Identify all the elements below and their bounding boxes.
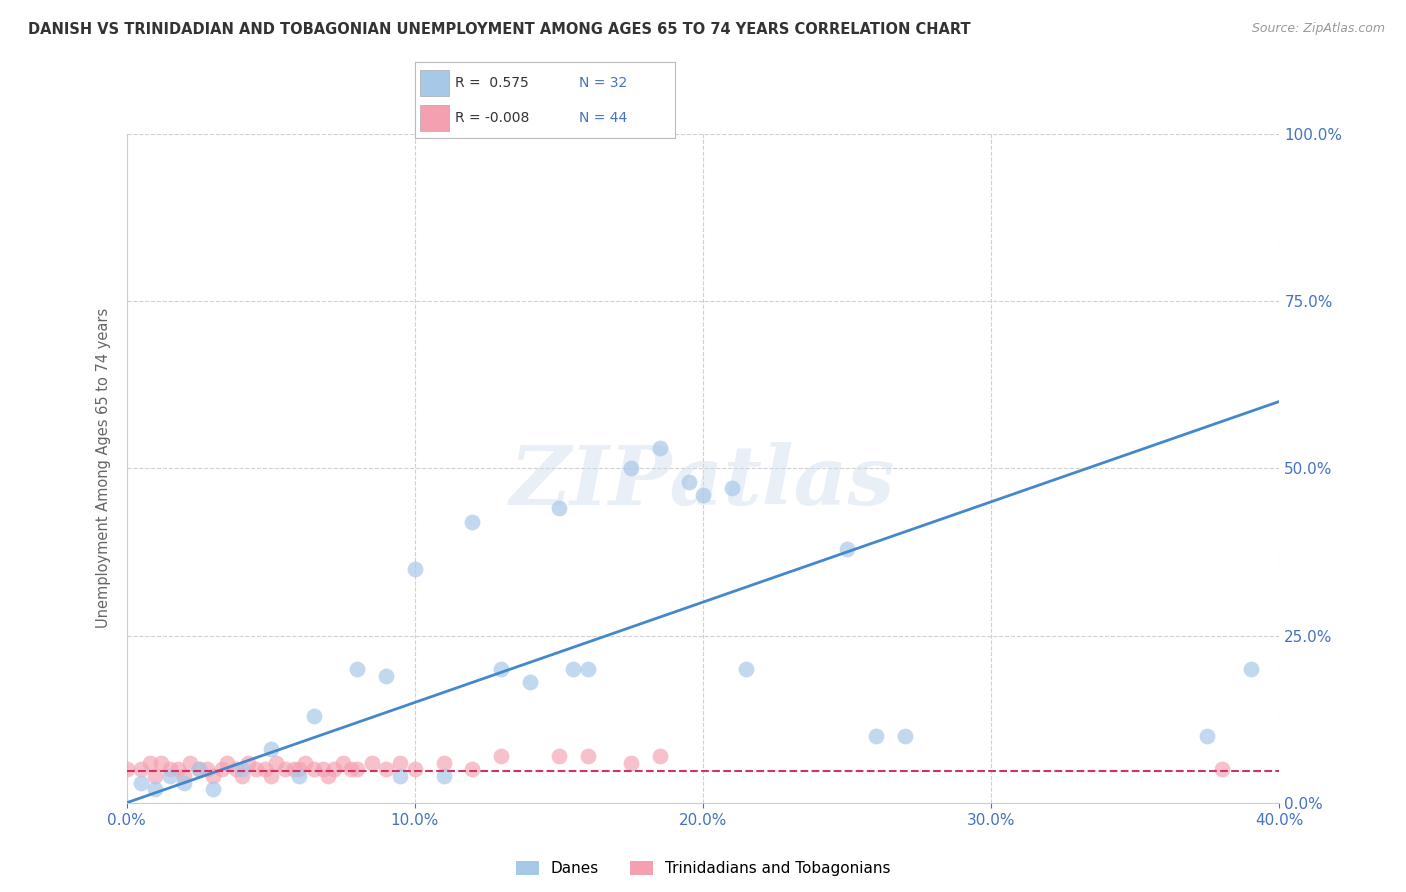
Point [720, 482, 742, 496]
Point [173, 775, 195, 790]
Point [323, 762, 346, 776]
Point [195, 762, 218, 776]
Point [404, 762, 426, 776]
Point [202, 782, 225, 797]
Point [1197, 729, 1219, 743]
Point [231, 762, 253, 776]
Point [576, 749, 599, 764]
Point [259, 742, 281, 756]
Bar [420, 105, 449, 130]
Point [865, 729, 887, 743]
Point [274, 762, 297, 776]
Point [489, 749, 512, 764]
Point [159, 762, 181, 776]
Point [620, 756, 643, 770]
Point [562, 662, 585, 676]
Point [187, 762, 209, 776]
Point [202, 769, 225, 783]
Point [159, 769, 181, 783]
Point [225, 762, 247, 776]
Text: N = 32: N = 32 [579, 76, 627, 90]
Point [187, 762, 209, 776]
Point [433, 769, 456, 783]
Point [735, 662, 758, 676]
Point [150, 756, 173, 770]
Point [461, 515, 484, 529]
Point [145, 782, 166, 797]
Bar [420, 70, 449, 95]
Legend: Danes, Trinidadians and Tobagonians: Danes, Trinidadians and Tobagonians [509, 855, 897, 882]
Point [519, 675, 541, 690]
Point [283, 762, 305, 776]
Point [548, 749, 571, 764]
Point [374, 762, 398, 776]
Text: ZIPatlas: ZIPatlas [510, 442, 896, 522]
Point [648, 442, 671, 456]
Point [576, 662, 599, 676]
Text: R = -0.008: R = -0.008 [456, 111, 530, 125]
Point [548, 501, 571, 516]
Point [1211, 762, 1233, 776]
Point [211, 762, 233, 776]
Point [167, 762, 190, 776]
Text: Source: ZipAtlas.com: Source: ZipAtlas.com [1251, 22, 1385, 36]
Point [302, 708, 325, 723]
Point [129, 775, 152, 790]
Point [1240, 662, 1263, 676]
Point [253, 762, 276, 776]
Point [374, 669, 398, 683]
Point [389, 756, 412, 770]
Point [245, 762, 267, 776]
Point [129, 762, 152, 776]
Point [620, 461, 643, 475]
Point [259, 769, 281, 783]
Point [231, 769, 253, 783]
Point [302, 762, 325, 776]
Point [894, 729, 917, 743]
Text: DANISH VS TRINIDADIAN AND TOBAGONIAN UNEMPLOYMENT AMONG AGES 65 TO 74 YEARS CORR: DANISH VS TRINIDADIAN AND TOBAGONIAN UNE… [28, 22, 970, 37]
Point [332, 756, 354, 770]
Point [692, 488, 714, 502]
Point [346, 662, 368, 676]
Point [138, 756, 160, 770]
Point [318, 769, 340, 783]
Point [389, 769, 412, 783]
Y-axis label: Unemployment Among Ages 65 to 74 years: Unemployment Among Ages 65 to 74 years [96, 308, 111, 629]
Point [311, 762, 333, 776]
Point [433, 756, 456, 770]
Point [266, 756, 288, 770]
Point [217, 756, 239, 770]
Text: R =  0.575: R = 0.575 [456, 76, 529, 90]
Point [404, 562, 426, 576]
Point [835, 541, 858, 556]
Point [489, 662, 512, 676]
Point [115, 762, 138, 776]
Point [461, 762, 484, 776]
Point [145, 769, 166, 783]
Point [179, 756, 201, 770]
Point [648, 749, 671, 764]
Point [288, 769, 311, 783]
Point [173, 769, 195, 783]
Point [288, 762, 311, 776]
Point [294, 756, 316, 770]
Point [236, 756, 259, 770]
Text: N = 44: N = 44 [579, 111, 627, 125]
Point [346, 762, 368, 776]
Point [340, 762, 363, 776]
Point [678, 475, 700, 489]
Point [360, 756, 382, 770]
